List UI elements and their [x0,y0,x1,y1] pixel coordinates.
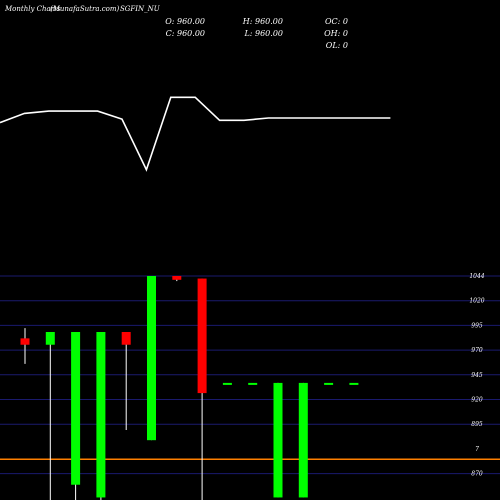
candle-body [222,382,232,385]
y-tick-label: 895 [471,421,483,428]
chart-title: Monthly Charts [4,5,61,13]
candle-body [147,276,156,441]
candle-body [96,332,106,498]
candle-body [324,382,334,385]
y-tick-label: 920 [471,397,483,404]
candle-body [121,332,131,345]
y-axis: 1044 1020 995 970 945 920 895 7 870 [469,273,484,478]
price-line-panel [0,96,391,172]
close-label: C: 960.00 [166,29,205,38]
low-label: L: 960.00 [243,29,283,38]
candle-body [349,382,359,385]
candle-body [248,382,258,385]
candle-body [172,276,182,280]
ol-label: OL: 0 [326,41,348,50]
candle-body [197,278,207,394]
high-label: H: 960.00 [242,17,283,26]
candle-body [71,332,81,485]
y-tick-label: 7 [475,446,479,453]
candles [20,276,359,500]
oh-label: OH: 0 [324,29,348,38]
grid [0,275,500,475]
y-tick-label: 995 [471,322,483,329]
y-tick-label: 945 [471,372,483,379]
candle-body [273,382,283,498]
symbol-label: SGFIN_NU [120,5,161,13]
open-label: O: 960.00 [165,17,205,26]
y-tick-label: 1044 [469,273,484,280]
y-tick-label: 1020 [469,298,484,305]
y-tick-label: 970 [471,347,483,354]
candle-body [45,332,55,345]
candle-body [298,382,308,498]
site-name: (MunafaSutra.com) [50,5,119,13]
y-tick-label: 870 [471,471,483,478]
oc-label: OC: 0 [325,17,348,26]
candle-body [20,338,30,345]
header: Monthly Charts (MunafaSutra.com) SGFIN_N… [4,5,348,50]
price-line [0,96,391,172]
